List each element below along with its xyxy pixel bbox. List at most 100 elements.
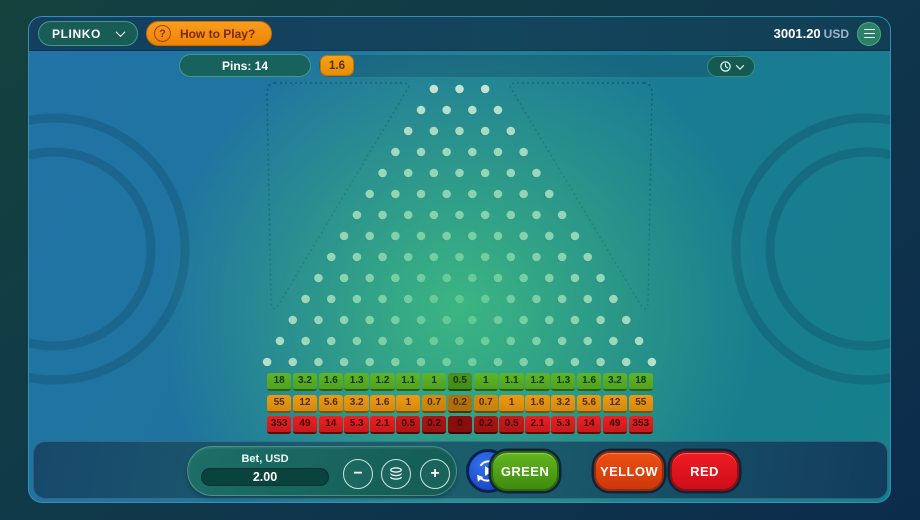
pin xyxy=(429,126,439,136)
pin xyxy=(570,315,580,325)
pin xyxy=(314,273,323,283)
pin xyxy=(314,357,323,367)
pin xyxy=(493,357,503,367)
last-result-value: 1.6 xyxy=(329,59,345,72)
pin xyxy=(455,126,464,136)
pin xyxy=(416,273,426,283)
multiplier-cell: 49 xyxy=(292,416,318,434)
multiplier-cell: 1.6 xyxy=(370,394,395,413)
pin xyxy=(455,336,464,346)
pin xyxy=(442,147,451,157)
header-right: 3001.20 USD xyxy=(774,21,881,46)
bet-green-button[interactable]: GREEN xyxy=(491,451,559,491)
multiplier-cell: 5.3 xyxy=(551,416,576,434)
multiplier-cell: 1.3 xyxy=(344,373,369,391)
pin xyxy=(301,294,310,304)
multiplier-cell: 3.2 xyxy=(344,394,369,413)
multiplier-cell: 353 xyxy=(628,416,653,434)
multiplier-cell: 1.2 xyxy=(525,373,550,391)
pin xyxy=(583,252,593,262)
multiplier-cell: 1 xyxy=(499,394,524,413)
bet-red-button[interactable]: RED xyxy=(670,451,739,491)
pin xyxy=(557,252,567,262)
pin xyxy=(288,315,298,325)
bet-increase-button[interactable]: + xyxy=(420,459,450,489)
game-select-dropdown[interactable]: PLINKO xyxy=(38,21,138,46)
pin xyxy=(519,315,528,325)
pin xyxy=(416,231,426,241)
pin xyxy=(583,336,593,346)
bet-amount-input[interactable]: 2.00 xyxy=(201,468,329,486)
menu-button[interactable] xyxy=(857,21,881,46)
multiplier-cell: 1 xyxy=(396,394,421,413)
multiplier-cell: 3.2 xyxy=(292,373,318,391)
pin xyxy=(455,294,464,304)
pin xyxy=(506,126,516,136)
pin xyxy=(403,252,413,262)
pin xyxy=(391,315,400,325)
multiplier-cell: 18 xyxy=(628,373,653,391)
pin xyxy=(493,189,503,199)
pin xyxy=(583,294,593,304)
multiplier-cell: 0.7 xyxy=(473,394,498,413)
pin xyxy=(596,273,605,283)
pin xyxy=(416,147,426,157)
pin xyxy=(429,294,439,304)
pin xyxy=(506,336,516,346)
bet-decrease-button[interactable]: − xyxy=(343,459,373,489)
multiplier-cell: 0.5 xyxy=(499,416,524,434)
bet-yellow-button[interactable]: YELLOW xyxy=(594,451,664,491)
pin xyxy=(403,168,413,178)
bet-presets-button[interactable] xyxy=(381,459,411,489)
how-to-play-label: How to Play? xyxy=(179,26,256,41)
multiplier-cell: 12 xyxy=(292,394,318,413)
control-bar: Bet, USD 2.00 − + xyxy=(33,441,888,499)
pin xyxy=(468,147,477,157)
pin xyxy=(532,294,541,304)
pin xyxy=(506,168,516,178)
pin xyxy=(442,105,451,115)
pins-selector[interactable]: Pins: 14 xyxy=(179,54,311,77)
pin xyxy=(326,252,336,262)
history-dropdown[interactable] xyxy=(707,56,755,77)
chevron-down-icon xyxy=(115,27,126,38)
pin xyxy=(532,336,541,346)
pin xyxy=(480,126,490,136)
multiplier-cell: 0.2 xyxy=(421,416,447,434)
pin xyxy=(352,336,362,346)
pin xyxy=(442,357,451,367)
pin xyxy=(468,315,477,325)
pin xyxy=(416,315,426,325)
pin xyxy=(468,273,477,283)
bet-label: Bet, USD xyxy=(241,453,289,465)
multiplier-row-green: 18 3.2 1.6 1.3 1.2 1.1 1 0.5 1 1.1 1.2 1.3 1.6 3.2 18 xyxy=(267,373,653,391)
pin xyxy=(416,189,426,199)
pin xyxy=(378,252,387,262)
coins-icon xyxy=(390,467,402,480)
multiplier-cell: 1.3 xyxy=(551,373,576,391)
bet-panel: Bet, USD 2.00 − + xyxy=(187,446,457,496)
pin xyxy=(532,210,541,220)
pin xyxy=(506,294,516,304)
pin xyxy=(519,231,528,241)
pin xyxy=(378,210,387,220)
pin xyxy=(493,315,503,325)
multiplier-cell: 1.6 xyxy=(576,373,602,391)
multiplier-cell: 5.6 xyxy=(576,394,602,413)
pin xyxy=(339,231,349,241)
pin xyxy=(570,231,580,241)
pin xyxy=(339,273,349,283)
pin xyxy=(468,231,477,241)
last-result-badge[interactable]: 1.6 xyxy=(320,55,354,76)
pin xyxy=(442,189,451,199)
pin xyxy=(480,336,490,346)
pin xyxy=(647,357,657,367)
pin xyxy=(468,189,477,199)
pin xyxy=(429,252,439,262)
pins xyxy=(261,84,657,368)
pin xyxy=(416,357,426,367)
pin xyxy=(378,168,387,178)
how-to-play-button[interactable]: ? How to Play? xyxy=(145,21,273,46)
pin xyxy=(314,315,323,325)
